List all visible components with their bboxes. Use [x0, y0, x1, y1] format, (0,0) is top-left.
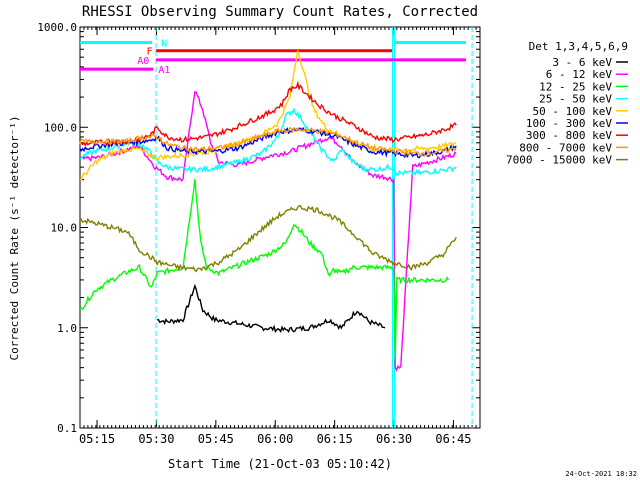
plot-frame: [79, 26, 481, 429]
state-label-a0: A0: [137, 56, 149, 67]
state-bar-a0: [156, 58, 466, 62]
y-tick-label: 0.1: [57, 422, 77, 435]
y-tick-label: 1000.0: [37, 21, 77, 34]
legend-label: 100 - 300 keV: [526, 117, 612, 130]
y-tick-label: 10.0: [51, 222, 78, 235]
y-axis-label: Corrected Count Rate (s⁻¹ detector⁻¹): [8, 115, 21, 360]
state-label-a1: A1: [158, 65, 170, 76]
legend-label: 12 - 25 keV: [539, 80, 612, 93]
state-bar-n: [80, 41, 153, 45]
state-bar-a1: [80, 67, 154, 71]
series-line-7: [79, 126, 457, 157]
x-tick-label: 06:30: [376, 432, 412, 446]
x-tick-label: 05:45: [198, 432, 234, 446]
x-tick-label: 06:15: [317, 432, 353, 446]
series-line-1: [79, 91, 457, 372]
x-tick-label: 05:15: [79, 432, 115, 446]
legend-label: 7000 - 15000 keV: [506, 154, 612, 167]
series-line-5: [79, 126, 457, 159]
series-line-0: [157, 283, 386, 334]
x-tick-label: 05:30: [138, 432, 174, 446]
legend-label: 6 - 12 keV: [546, 68, 613, 81]
chart-title: RHESSI Observing Summary Count Rates, Co…: [82, 4, 478, 20]
legend-label: 300 - 800 keV: [526, 129, 612, 142]
legend-label: 25 - 50 keV: [539, 93, 612, 106]
footer-date: 24-Oct-2021 18:32: [565, 470, 637, 478]
state-bar-n: [394, 41, 466, 45]
legend-label: 50 - 100 keV: [533, 105, 613, 118]
series-line-3: [79, 107, 457, 177]
legend-label: 3 - 6 keV: [552, 56, 612, 69]
state-bar-f: [156, 49, 393, 53]
x-axis-label: Start Time (21-Oct-03 05:10:42): [168, 457, 392, 471]
series-line-4: [79, 48, 457, 181]
y-tick-label: 1.0: [57, 322, 77, 335]
legend-label: 800 - 7000 keV: [519, 141, 612, 154]
state-label-f: F: [146, 47, 152, 58]
legend-title: Det 1,3,4,5,6,9: [529, 40, 628, 53]
series-line-8: [79, 204, 457, 273]
series-line-2: [79, 179, 449, 359]
x-tick-label: 06:45: [435, 432, 471, 446]
y-tick-label: 100.0: [44, 121, 77, 134]
x-tick-label: 06:00: [257, 432, 293, 446]
state-label-n: N: [161, 39, 167, 50]
plot-area: 1000.0 100.0 10.0 1.0 0.105:15 05:30 05:45 06:0…: [37, 21, 481, 446]
